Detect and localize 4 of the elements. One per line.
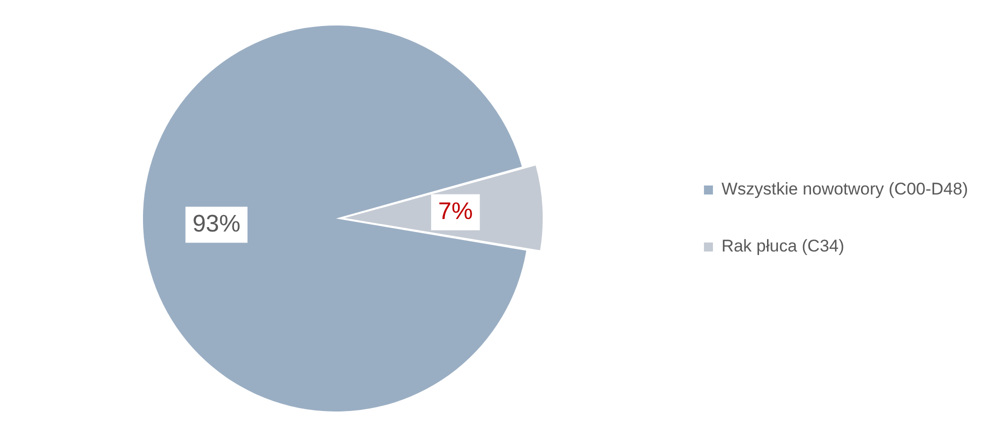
legend-label: Rak płuca (C34) — [721, 236, 844, 256]
legend-label: Wszystkie nowotwory (C00-D48) — [721, 180, 968, 199]
data-label: 93% — [192, 210, 240, 238]
data-label: 7% — [438, 198, 473, 225]
